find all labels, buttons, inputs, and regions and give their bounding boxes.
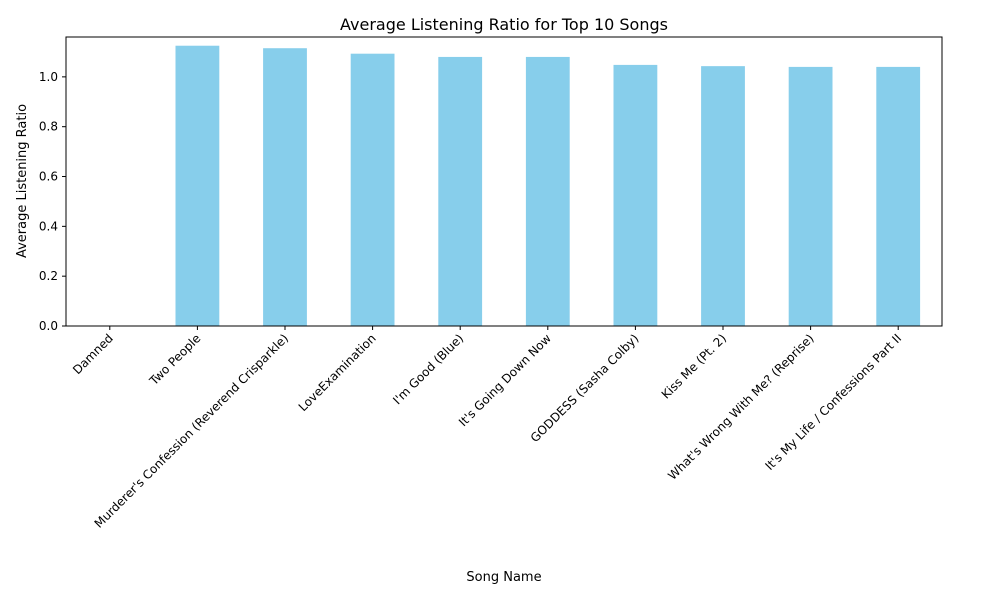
- y-tick-label: 0.8: [39, 120, 58, 134]
- x-tick-label: It's Going Down Now: [456, 331, 554, 429]
- bar: [438, 56, 483, 327]
- x-tick-label: What's Wrong With Me? (Reprise): [665, 331, 817, 483]
- chart-title: Average Listening Ratio for Top 10 Songs: [340, 15, 668, 34]
- y-tick-label: 1.0: [39, 70, 58, 84]
- bar: [613, 64, 658, 327]
- bar: [175, 45, 220, 326]
- x-axis-label: Song Name: [466, 570, 541, 585]
- y-tick-label: 0.6: [39, 170, 58, 184]
- x-tick-label: Two People: [146, 331, 203, 388]
- y-tick-label: 0.2: [39, 269, 58, 283]
- bar: [701, 66, 745, 327]
- x-tick-label: Kiss Me (Pt. 2): [659, 331, 729, 401]
- bar: [350, 53, 395, 326]
- x-tick-label: Damned: [70, 331, 116, 377]
- bar: [525, 56, 570, 327]
- x-tick-label: Murderer's Confession (Reverend Crispark…: [92, 331, 292, 531]
- x-tick-label: LoveExamination: [296, 331, 379, 414]
- y-axis-label: Average Listening Ratio: [15, 104, 30, 258]
- bars-group: [175, 45, 921, 327]
- x-tick-label: It's My Life / Confessions Part II: [763, 331, 905, 473]
- bar: [876, 66, 921, 327]
- y-tick-label: 0.4: [39, 219, 58, 233]
- y-tick-label: 0.0: [39, 319, 58, 333]
- bar: [788, 66, 833, 327]
- plot-frame: [65, 36, 943, 327]
- y-axis: 0.0 0.2 0.4 0.6 0.8 1.0: [39, 70, 66, 333]
- bar: [263, 48, 307, 327]
- x-tick-label: I'm Good (Blue): [390, 331, 466, 407]
